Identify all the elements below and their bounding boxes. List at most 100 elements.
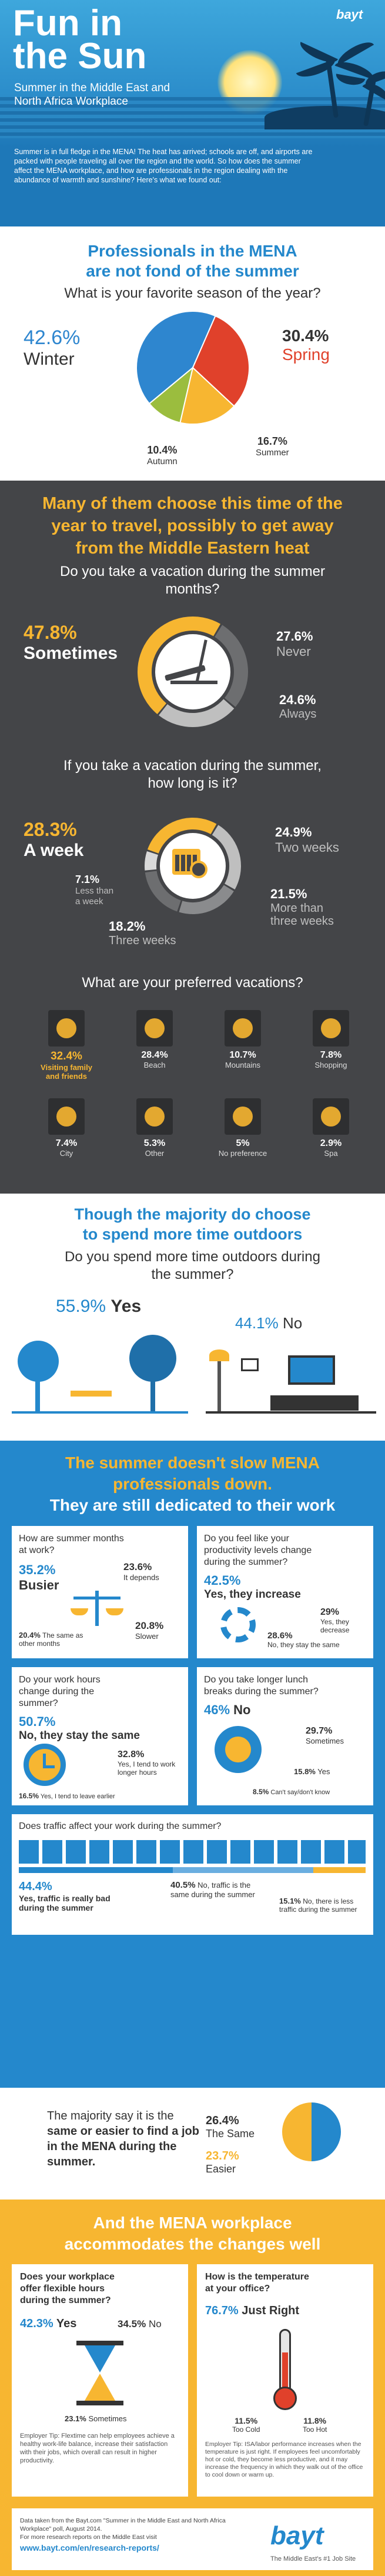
slower-text: Slower	[135, 1632, 159, 1641]
job-easier-pct: 23.7%	[206, 2150, 239, 2162]
autumn-text: Autumn	[147, 456, 178, 466]
preference-label: Spa	[324, 1149, 338, 1158]
preference-item: 5% No preference	[210, 1098, 275, 1158]
three-weeks-segment	[145, 818, 241, 914]
question-line: during the summer?	[204, 1557, 288, 1567]
question-icon	[136, 1098, 173, 1135]
more-three-label: 21.5% More than three weeks	[270, 887, 334, 928]
flex-yes-pct: 42.3%	[20, 2317, 53, 2330]
no-pct: 44.1%	[235, 1314, 279, 1332]
temp-right-label: 76.7% Just Right	[205, 2304, 299, 2318]
preference-pct: 5%	[236, 1138, 250, 1148]
intro-text: Summer is in full fledge in the MENA! Th…	[14, 148, 313, 184]
hours-same-label: 50.7% No, they stay the same	[19, 1714, 140, 1742]
question-line: How is the temperature	[205, 2272, 309, 2282]
title-line: Fun in	[13, 3, 122, 44]
hourglass-icon	[76, 2341, 123, 2405]
icon-glyph	[233, 1018, 253, 1038]
always-pct: 24.6%	[279, 692, 316, 707]
bayt-logo[interactable]: bayt	[336, 7, 363, 22]
same-text: No, they stay the same	[267, 1641, 340, 1649]
question-line: months?	[165, 581, 220, 597]
summer-pct: 16.7%	[257, 435, 287, 447]
lunch-no-label: 46% No	[204, 1702, 251, 1718]
job-same-pct: 26.4%	[206, 2114, 239, 2127]
lunch-no-text: No	[233, 1702, 251, 1717]
preference-item: 7.4% City	[34, 1098, 99, 1158]
temp-employer-tip: Employer Tip: ISA/labor performance incr…	[205, 2441, 363, 2478]
title-line: year to travel, possibly to get away	[51, 516, 334, 535]
traffic-bar-chart	[19, 1867, 366, 1873]
same-pct: 20.4%	[19, 1631, 41, 1639]
card-question: Does your workplace offer flexible hours…	[20, 2271, 115, 2307]
same-label: 28.6% No, they stay the same	[267, 1631, 340, 1649]
thermometer-icon	[270, 2329, 300, 2411]
temp-cold-pct: 11.5%	[235, 2416, 258, 2425]
mena-workplace-section: And the MENA workplace accommodates the …	[0, 2200, 385, 2576]
question-line: the summer?	[151, 1267, 234, 1282]
no-text: No	[282, 1314, 303, 1332]
title-line: The summer doesn't slow MENA	[65, 1454, 320, 1472]
icon-glyph	[56, 1018, 76, 1038]
section-title: Though the majority do choose to spend m…	[0, 1204, 385, 1244]
traffic-same-label: 40.5% No, traffic is the same during the…	[170, 1880, 270, 1899]
preference-pct: 28.4%	[141, 1050, 168, 1060]
question-line: summer?	[19, 1698, 58, 1708]
flex-no-label: 34.5% No	[118, 2318, 162, 2330]
season-section: Professionals in the MENA are not fond o…	[0, 226, 385, 481]
card-question: How are summer months at work?	[19, 1533, 124, 1557]
section-title: And the MENA workplace accommodates the …	[0, 2212, 385, 2255]
yes-label: 55.9% Yes	[56, 1297, 141, 1317]
indoor-scene-illustration	[206, 1344, 376, 1417]
bayt-footer-logo[interactable]: bayt	[270, 2521, 324, 2550]
lunch-sometimes-label: 29.7% Sometimes	[306, 1726, 344, 1745]
traffic-less-label: 15.1% No, there is less traffic during t…	[279, 1897, 367, 1914]
title-line: are not fond of the summer	[86, 262, 299, 280]
title-line: Though the majority do choose	[74, 1205, 311, 1223]
question-line: How are summer months	[19, 1534, 124, 1544]
traffic-same-pct: 40.5%	[170, 1880, 196, 1890]
winter-slice	[136, 311, 216, 405]
balance-scale-icon	[71, 1591, 123, 1626]
icon-glyph	[233, 1107, 253, 1127]
job-pie-icon	[282, 2102, 341, 2161]
sometimes-label: 47.8% Sometimes	[24, 622, 118, 664]
spring-slice	[192, 315, 250, 407]
vacation-question: Do you take a vacation during the summer…	[0, 563, 385, 598]
question-line: at work?	[19, 1545, 55, 1555]
outdoors-question: Do you spend more time outdoors during t…	[0, 1248, 385, 1284]
question-line: Do you take longer lunch	[204, 1675, 308, 1685]
autumn-label: 10.4% Autumn	[147, 444, 178, 466]
increase-pct: 42.5%	[204, 1573, 241, 1588]
preference-pct: 7.8%	[320, 1050, 342, 1060]
calendar-clock-icon	[172, 845, 207, 878]
traffic-card: Does traffic affect your work during the…	[12, 1814, 373, 1935]
temp-cold-text: Too Cold	[232, 2425, 260, 2434]
card-question: Do your work hours change during the sum…	[19, 1674, 101, 1709]
lunch-no-pct: 46%	[204, 1702, 230, 1717]
summer-busyness-card: How are summer months at work? 35.2% Bus…	[12, 1526, 188, 1658]
preference-item: 7.8% Shopping	[299, 1010, 363, 1069]
frame-icon	[241, 1358, 259, 1371]
never-label: 27.6% Never	[276, 629, 313, 659]
icon-glyph	[145, 1107, 165, 1127]
lunch-sometimes-pct: 29.7%	[306, 1726, 333, 1736]
traffic-same-text: No, traffic is the same during the summe…	[170, 1881, 255, 1899]
decrease-label: 29% Yes, they decrease	[320, 1607, 367, 1634]
card-question: How is the temperature at your office?	[205, 2271, 309, 2295]
question-line: Do you take a vacation during the summer	[60, 564, 325, 579]
question-line: how long is it?	[148, 775, 237, 791]
beach-chair-icon	[159, 639, 227, 687]
source-link[interactable]: www.bayt.com/en/research-reports/	[20, 2543, 159, 2552]
temp-cold-label: 11.5% Too Cold	[232, 2416, 260, 2434]
question-line: productivity levels change	[204, 1545, 312, 1555]
work-hours-card: Do your work hours change during the sum…	[12, 1667, 188, 1805]
job-same-text: The Same	[206, 2128, 255, 2140]
two-weeks-segment	[145, 818, 241, 914]
slower-pct: 20.8%	[135, 1620, 164, 1631]
preference-item: 32.4% Visiting family and friends	[34, 1010, 99, 1081]
flex-employer-tip: Employer Tip: Flextime can help employee…	[20, 2432, 175, 2464]
title-line: They are still dedicated to their work	[49, 1496, 336, 1514]
preference-label: Shopping	[314, 1061, 347, 1069]
preference-item: 28.4% Beach	[122, 1010, 187, 1069]
